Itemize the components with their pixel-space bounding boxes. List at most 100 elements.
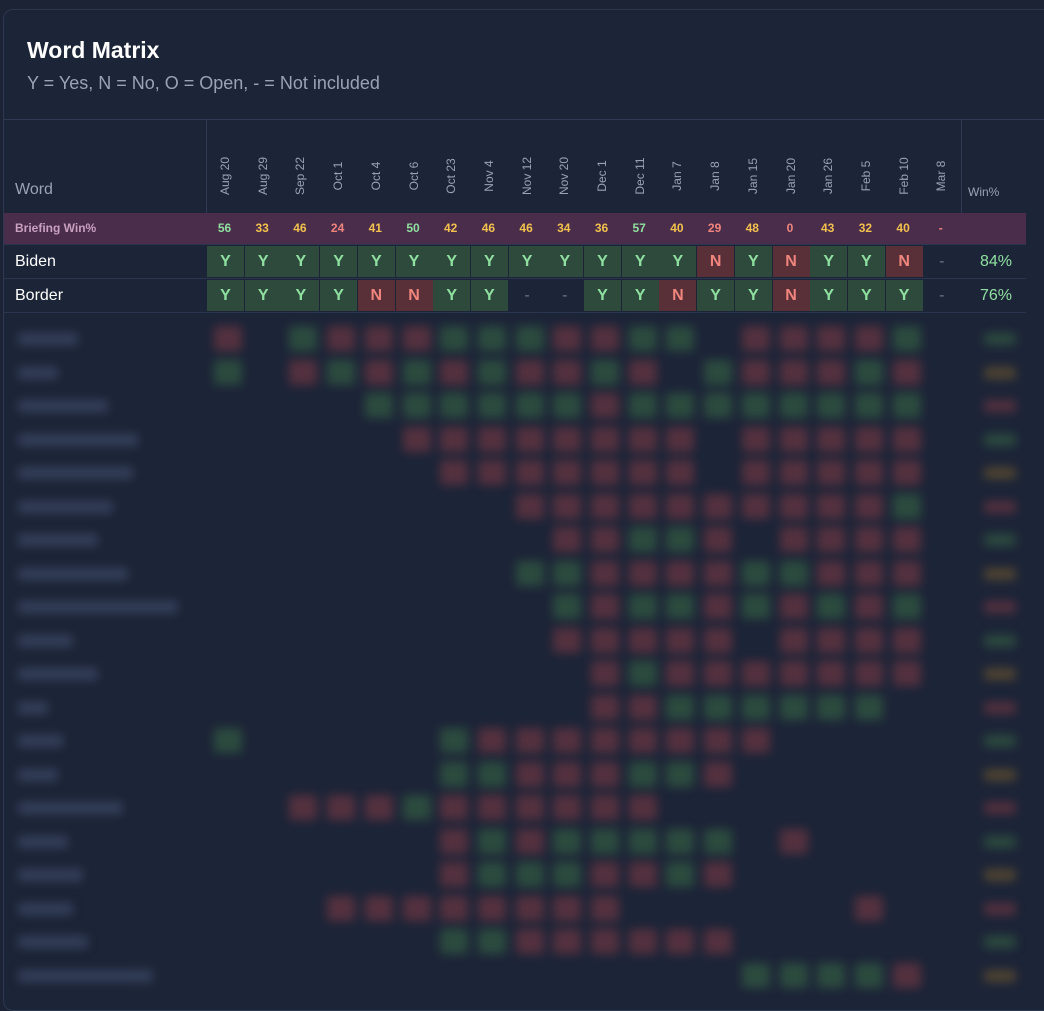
matrix-cell[interactable]: Y bbox=[395, 246, 433, 277]
blurred-cell bbox=[591, 929, 619, 954]
matrix-cell[interactable]: - bbox=[562, 287, 568, 304]
matrix-cell[interactable]: Y bbox=[433, 246, 471, 277]
blurred-label bbox=[18, 500, 113, 513]
blurred-cell bbox=[779, 527, 808, 552]
matrix-cell[interactable]: N bbox=[697, 246, 735, 277]
matrix-cell[interactable]: - bbox=[939, 287, 945, 304]
blurred-cell bbox=[553, 761, 582, 787]
table-row[interactable]: Border Y Y Y Y N N Y Y - - Y Y N Y Y N Y Y Y -76% bbox=[4, 279, 1026, 313]
matrix-cell[interactable]: N bbox=[772, 280, 810, 311]
date-column-header[interactable]: Oct 6 bbox=[395, 120, 433, 213]
matrix-cell[interactable]: Y bbox=[810, 246, 848, 277]
date-column-header[interactable]: Jan 7 bbox=[658, 120, 696, 213]
matrix-cell[interactable]: Y bbox=[621, 280, 659, 311]
matrix-cell[interactable]: - bbox=[939, 253, 945, 270]
matrix-cell[interactable]: Y bbox=[734, 246, 772, 277]
date-column-header[interactable]: Jan 26 bbox=[809, 120, 847, 213]
date-column-header[interactable]: Nov 20 bbox=[545, 120, 583, 213]
blurred-win bbox=[984, 869, 1016, 881]
date-column-header[interactable]: Oct 1 bbox=[319, 120, 357, 213]
blurred-cell bbox=[666, 828, 695, 854]
blurred-cell bbox=[741, 962, 770, 988]
matrix-cell[interactable]: N bbox=[357, 280, 395, 311]
win-column-header[interactable]: Win% bbox=[961, 120, 1032, 213]
blurred-cell bbox=[591, 326, 619, 351]
matrix-cell[interactable]: Y bbox=[244, 246, 282, 277]
matrix-cell[interactable]: Y bbox=[357, 246, 395, 277]
matrix-cell[interactable]: Y bbox=[207, 280, 244, 311]
matrix-cell[interactable]: Y bbox=[470, 280, 508, 311]
blurred-label bbox=[18, 634, 73, 647]
date-column-header[interactable]: Feb 5 bbox=[847, 120, 885, 213]
blurred-cell bbox=[817, 527, 846, 552]
date-column-header[interactable]: Oct 23 bbox=[432, 120, 470, 213]
matrix-cell[interactable]: Y bbox=[282, 280, 320, 311]
matrix-cell[interactable]: Y bbox=[282, 246, 320, 277]
blurred-win bbox=[984, 936, 1016, 948]
matrix-cell[interactable]: Y bbox=[546, 246, 584, 277]
matrix-cell[interactable]: Y bbox=[320, 280, 358, 311]
matrix-cell[interactable]: N bbox=[395, 280, 433, 311]
date-column-header[interactable]: Nov 4 bbox=[470, 120, 508, 213]
matrix-cell[interactable]: Y bbox=[847, 280, 885, 311]
blurred-cell bbox=[741, 326, 770, 351]
blurred-row bbox=[4, 858, 1044, 891]
date-column-header[interactable]: Oct 4 bbox=[357, 120, 395, 213]
blurred-cell bbox=[704, 661, 733, 686]
date-column-header[interactable]: Feb 10 bbox=[885, 120, 923, 213]
blurred-cell bbox=[515, 460, 544, 485]
blurred-cell bbox=[289, 795, 318, 820]
briefing-win-cell: 40 bbox=[670, 221, 684, 235]
date-column-header[interactable]: Aug 20 bbox=[206, 120, 244, 213]
blurred-label bbox=[18, 936, 88, 948]
date-column-header[interactable]: Dec 11 bbox=[621, 120, 659, 213]
blurred-cell bbox=[854, 694, 883, 720]
matrix-cell[interactable]: Y bbox=[433, 280, 471, 311]
blurred-cell bbox=[779, 426, 808, 452]
row-win-percent: 84% bbox=[979, 253, 1013, 270]
blurred-cell bbox=[591, 694, 619, 720]
matrix-cell[interactable]: - bbox=[524, 287, 530, 304]
date-column-header[interactable]: Jan 20 bbox=[772, 120, 810, 213]
date-column-header[interactable]: Mar 8 bbox=[922, 120, 960, 213]
matrix-cell[interactable]: N bbox=[659, 280, 697, 311]
matrix-cell[interactable]: Y bbox=[847, 246, 885, 277]
date-column-header[interactable]: Aug 29 bbox=[244, 120, 282, 213]
matrix-cell[interactable]: Y bbox=[621, 246, 659, 277]
date-column-header[interactable]: Jan 8 bbox=[696, 120, 734, 213]
blurred-win bbox=[984, 835, 1016, 848]
matrix-cell[interactable]: Y bbox=[697, 280, 735, 311]
blurred-cell bbox=[402, 359, 431, 385]
table-row[interactable]: Biden Y Y Y Y Y Y Y Y Y Y Y Y Y N Y N Y Y N -84% bbox=[4, 245, 1026, 279]
blurred-cell bbox=[704, 694, 733, 720]
blurred-rows bbox=[4, 322, 1044, 988]
blurred-cell bbox=[666, 627, 695, 653]
date-column-header[interactable]: Dec 1 bbox=[583, 120, 621, 213]
blurred-label bbox=[18, 400, 108, 412]
matrix-cell[interactable]: Y bbox=[320, 246, 358, 277]
matrix-cell[interactable]: Y bbox=[244, 280, 282, 311]
matrix-cell[interactable]: N bbox=[772, 246, 810, 277]
blurred-cell bbox=[440, 426, 469, 452]
matrix-cell[interactable]: N bbox=[885, 246, 923, 277]
matrix-cell[interactable]: Y bbox=[734, 280, 772, 311]
date-column-header[interactable]: Sep 22 bbox=[281, 120, 319, 213]
blurred-cell bbox=[666, 862, 695, 887]
matrix-cell[interactable]: Y bbox=[470, 246, 508, 277]
blurred-cell bbox=[553, 359, 582, 385]
matrix-cell[interactable]: Y bbox=[584, 280, 621, 311]
blurred-cell bbox=[854, 594, 883, 619]
matrix-cell[interactable]: Y bbox=[885, 280, 923, 311]
date-column-header[interactable]: Jan 15 bbox=[734, 120, 772, 213]
matrix-cell[interactable]: Y bbox=[810, 280, 848, 311]
blurred-cell bbox=[666, 929, 695, 954]
matrix-cell[interactable]: Y bbox=[584, 246, 621, 277]
matrix-cell[interactable]: Y bbox=[659, 246, 697, 277]
matrix-cell[interactable]: Y bbox=[207, 246, 244, 277]
blurred-win bbox=[984, 735, 1016, 747]
date-column-header[interactable]: Nov 12 bbox=[508, 120, 546, 213]
word-column-header[interactable]: Word bbox=[4, 120, 207, 213]
matrix-cell[interactable]: Y bbox=[508, 246, 546, 277]
date-column-label: Nov 20 bbox=[557, 156, 572, 196]
blurred-cell bbox=[666, 393, 695, 418]
